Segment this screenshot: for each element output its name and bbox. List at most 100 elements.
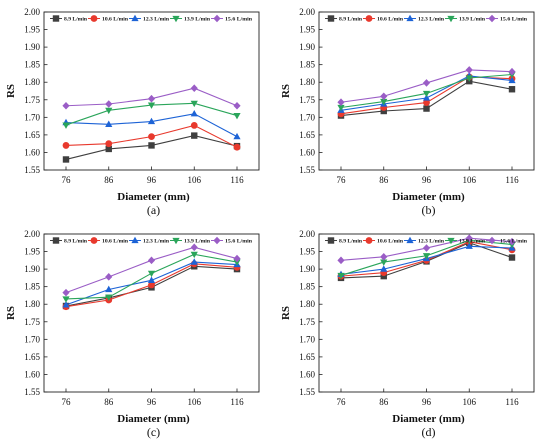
data-point: [508, 254, 516, 261]
x-tick-label: 76: [62, 175, 72, 185]
data-point: [465, 66, 473, 74]
y-tick-label: 1.95: [299, 25, 315, 35]
legend-label: 13.9 L/min: [184, 239, 211, 245]
y-tick-label: 1.65: [299, 352, 315, 362]
y-tick-label: 1.60: [299, 369, 315, 379]
legend-entry: 13.9 L/min: [170, 237, 211, 245]
series-4: [62, 251, 241, 303]
legend-marker: [365, 15, 373, 22]
data-point: [190, 84, 198, 92]
legend-entry: 12.3 L/min: [404, 236, 445, 245]
y-tick-label: 1.90: [299, 42, 315, 52]
legend-label: 8.9 L/min: [64, 239, 88, 245]
legend-marker: [213, 236, 221, 245]
data-point: [337, 256, 345, 265]
data-point: [422, 90, 431, 98]
y-axis-label: RS: [280, 306, 292, 320]
data-point: [508, 86, 516, 93]
data-point: [233, 101, 241, 110]
y-tick-label: 1.70: [24, 112, 40, 122]
legend-entry: 13.9 L/min: [445, 15, 486, 23]
y-tick-label: 1.60: [24, 147, 40, 157]
panel-label: (b): [422, 203, 436, 217]
data-point: [380, 259, 388, 266]
y-tick-label: 1.70: [299, 334, 315, 344]
y-tick-label: 1.95: [299, 247, 315, 257]
legend-marker: [213, 14, 221, 23]
panel-label: (c): [147, 425, 160, 439]
data-point: [465, 75, 473, 82]
chart-panel-b: 1.55 1.60 1.65 1.70 1.75 1.80 1.85 1.90 1.95 2.00…: [280, 7, 535, 217]
data-point: [105, 140, 113, 148]
legend-entry: 8.9 L/min: [50, 15, 88, 23]
legend-label: 15.6 L/min: [500, 239, 528, 245]
chart-panel-d: 1.55 1.60 1.65 1.70 1.75 1.80 1.85 1.90 1.95 2.00…: [280, 229, 535, 439]
data-point: [147, 256, 156, 265]
legend: 8.9 L/min 10.6 L/min 12.3 L/min 13.9 L/min 1…: [325, 236, 528, 245]
legend-entry: 8.9 L/min: [325, 15, 363, 23]
legend-marker: [52, 15, 60, 22]
legend-entry: 15.6 L/min: [486, 14, 528, 23]
legend-label: 10.6 L/min: [102, 17, 129, 23]
data-point: [190, 110, 198, 117]
legend-label: 13.9 L/min: [459, 239, 486, 245]
data-point: [233, 143, 241, 151]
data-point: [105, 107, 113, 115]
legend-entry: 10.6 L/min: [363, 237, 404, 245]
y-tick-label: 1.75: [299, 317, 315, 327]
data-point: [190, 122, 198, 129]
y-tick-label: 1.80: [299, 77, 315, 87]
x-tick-label: 76: [337, 397, 347, 407]
x-axis-label: Diameter (mm): [392, 191, 465, 203]
legend-entry: 8.9 L/min: [325, 237, 363, 245]
data-point: [380, 265, 388, 272]
legend-label: 12.3 L/min: [143, 239, 170, 245]
legend-marker: [447, 15, 455, 23]
legend-label: 12.3 L/min: [143, 17, 170, 23]
legend-marker: [488, 236, 496, 245]
legend-entry: 15.6 L/min: [211, 236, 253, 245]
x-tick-label: 76: [62, 397, 72, 407]
y-tick-label: 1.80: [24, 77, 40, 87]
legend-entry: 15.6 L/min: [486, 236, 528, 245]
legend-label: 13.9 L/min: [184, 17, 211, 23]
y-tick-label: 1.60: [299, 147, 315, 157]
legend-label: 10.6 L/min: [377, 17, 404, 23]
data-point: [423, 105, 430, 112]
data-point: [105, 294, 113, 301]
series-3: [337, 72, 516, 113]
y-tick-label: 1.75: [299, 95, 315, 105]
legend-marker: [447, 237, 455, 245]
y-tick-label: 1.90: [299, 264, 315, 274]
legend-label: 8.9 L/min: [339, 17, 363, 23]
legend: 8.9 L/min 10.6 L/min 12.3 L/min 13.9 L/min 1…: [325, 14, 528, 23]
data-point: [380, 107, 387, 115]
x-tick-label: 116: [505, 175, 519, 185]
y-tick-label: 2.00: [299, 7, 315, 17]
y-tick-label: 1.70: [24, 334, 40, 344]
data-point: [422, 244, 431, 252]
data-point: [423, 99, 430, 106]
data-point: [337, 272, 345, 280]
data-point: [105, 273, 113, 281]
series-5: [337, 66, 516, 107]
y-axis-label: RS: [5, 306, 17, 320]
x-tick-label: 106: [463, 397, 477, 407]
y-tick-label: 2.00: [299, 229, 315, 239]
legend: 8.9 L/min 10.6 L/min 12.3 L/min 13.9 L/min 1…: [50, 236, 253, 245]
x-axis-label: Diameter (mm): [117, 191, 190, 203]
data-point: [62, 296, 70, 303]
y-tick-label: 1.75: [24, 95, 40, 105]
y-tick-label: 1.90: [24, 42, 40, 52]
data-point: [190, 243, 198, 252]
legend-marker: [327, 15, 335, 22]
data-point: [147, 94, 156, 103]
data-point: [422, 94, 431, 101]
data-point: [422, 253, 431, 260]
legend-marker: [406, 236, 414, 244]
y-tick-label: 1.60: [24, 369, 40, 379]
data-point: [337, 98, 345, 107]
y-axis-label: RS: [280, 84, 292, 98]
chart-panel-a: 1.55 1.60 1.65 1.70 1.75 1.80 1.85 1.90 1.95 2.00…: [5, 7, 260, 217]
series-2: [62, 122, 241, 151]
